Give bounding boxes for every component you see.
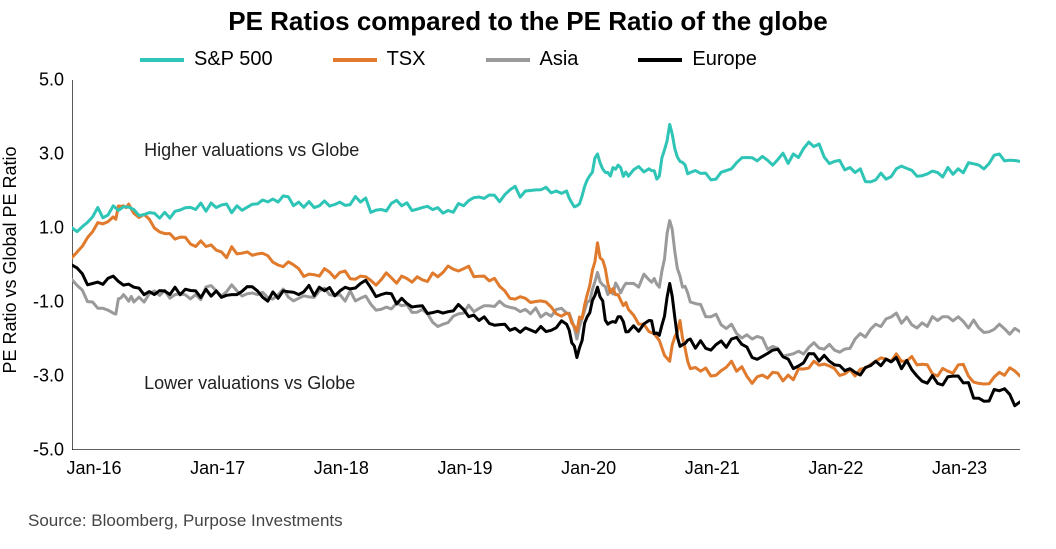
legend-item-tsx: TSX [333, 48, 426, 71]
legend-label: Asia [540, 48, 579, 71]
annotation-higher: Higher valuations vs Globe [144, 140, 359, 161]
y-tick: 5.0 [16, 70, 64, 91]
legend-label: TSX [387, 48, 426, 71]
legend-label: S&P 500 [194, 48, 273, 71]
x-tick: Jan-17 [190, 458, 245, 479]
annotation-lower: Lower valuations vs Globe [144, 373, 355, 394]
source-footer: Source: Bloomberg, Purpose Investments [28, 511, 343, 531]
legend-item-sp500: S&P 500 [140, 48, 273, 71]
legend-label: Europe [692, 48, 757, 71]
chart-title: PE Ratios compared to the PE Ratio of th… [0, 6, 1056, 37]
legend-swatch [333, 58, 377, 62]
legend: S&P 500 TSX Asia Europe [140, 48, 1016, 71]
y-tick: -5.0 [16, 440, 64, 461]
y-tick: 1.0 [16, 218, 64, 239]
x-tick: Jan-18 [314, 458, 369, 479]
legend-swatch [486, 58, 530, 62]
legend-item-europe: Europe [638, 48, 757, 71]
y-tick: 3.0 [16, 144, 64, 165]
legend-swatch [638, 58, 682, 62]
plot-area [72, 80, 1020, 450]
x-tick: Jan-16 [66, 458, 121, 479]
y-axis-label: PE Ratio vs Global PE Ratio [0, 146, 21, 373]
x-tick: Jan-22 [808, 458, 863, 479]
y-tick: -3.0 [16, 366, 64, 387]
series-asia [72, 221, 1020, 357]
chart-container: PE Ratios compared to the PE Ratio of th… [0, 0, 1056, 549]
legend-swatch [140, 58, 184, 62]
x-tick: Jan-21 [685, 458, 740, 479]
x-tick: Jan-23 [932, 458, 987, 479]
legend-item-asia: Asia [486, 48, 579, 71]
y-tick: -1.0 [16, 292, 64, 313]
x-tick: Jan-19 [437, 458, 492, 479]
x-tick: Jan-20 [561, 458, 616, 479]
